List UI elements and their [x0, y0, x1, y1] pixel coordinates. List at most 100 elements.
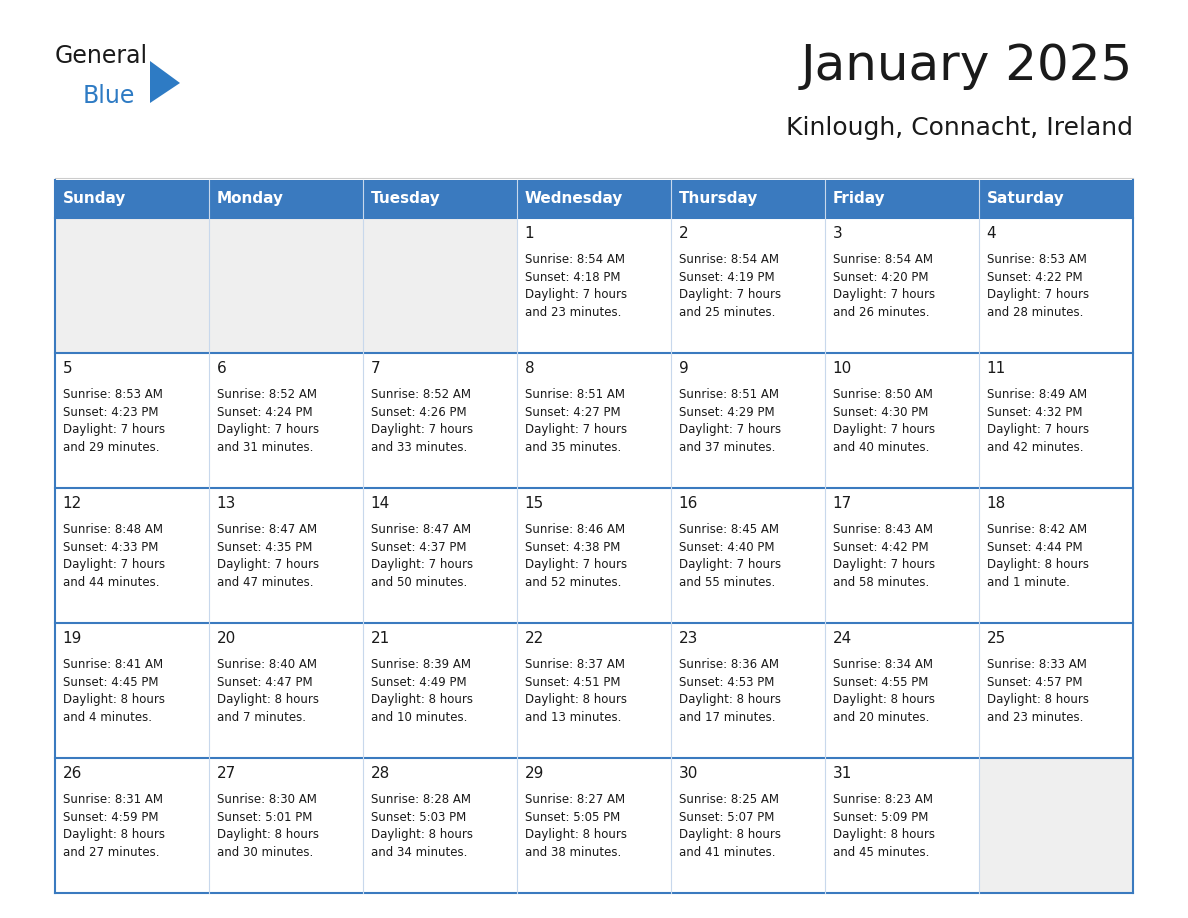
Text: 27: 27	[216, 767, 236, 781]
Text: Sunrise: 8:34 AM
Sunset: 4:55 PM
Daylight: 8 hours
and 20 minutes.: Sunrise: 8:34 AM Sunset: 4:55 PM Dayligh…	[833, 658, 935, 723]
Text: 23: 23	[678, 631, 699, 646]
Text: Sunrise: 8:53 AM
Sunset: 4:23 PM
Daylight: 7 hours
and 29 minutes.: Sunrise: 8:53 AM Sunset: 4:23 PM Dayligh…	[63, 388, 165, 453]
Text: 18: 18	[987, 496, 1006, 511]
Text: Friday: Friday	[833, 192, 885, 207]
Text: 5: 5	[63, 361, 72, 376]
Text: 29: 29	[525, 767, 544, 781]
Bar	[671, 488, 824, 623]
Text: Sunrise: 8:53 AM
Sunset: 4:22 PM
Daylight: 7 hours
and 28 minutes.: Sunrise: 8:53 AM Sunset: 4:22 PM Dayligh…	[987, 253, 1089, 319]
Text: Sunrise: 8:27 AM
Sunset: 5:05 PM
Daylight: 8 hours
and 38 minutes.: Sunrise: 8:27 AM Sunset: 5:05 PM Dayligh…	[525, 793, 627, 858]
Text: Sunrise: 8:39 AM
Sunset: 4:49 PM
Daylight: 8 hours
and 10 minutes.: Sunrise: 8:39 AM Sunset: 4:49 PM Dayligh…	[371, 658, 473, 723]
Text: 20: 20	[216, 631, 236, 646]
Bar	[979, 758, 1133, 893]
Bar	[517, 623, 671, 758]
Text: Sunrise: 8:37 AM
Sunset: 4:51 PM
Daylight: 8 hours
and 13 minutes.: Sunrise: 8:37 AM Sunset: 4:51 PM Dayligh…	[525, 658, 627, 723]
Bar	[209, 623, 364, 758]
Text: 8: 8	[525, 361, 535, 376]
Text: Wednesday: Wednesday	[525, 192, 623, 207]
Bar	[671, 353, 824, 488]
Text: Sunrise: 8:47 AM
Sunset: 4:37 PM
Daylight: 7 hours
and 50 minutes.: Sunrise: 8:47 AM Sunset: 4:37 PM Dayligh…	[371, 523, 473, 588]
Text: 10: 10	[833, 361, 852, 376]
Bar	[209, 488, 364, 623]
Text: 21: 21	[371, 631, 390, 646]
Bar	[671, 758, 824, 893]
Text: January 2025: January 2025	[801, 42, 1133, 90]
Bar	[55, 488, 209, 623]
Text: Sunrise: 8:54 AM
Sunset: 4:18 PM
Daylight: 7 hours
and 23 minutes.: Sunrise: 8:54 AM Sunset: 4:18 PM Dayligh…	[525, 253, 627, 319]
Bar	[824, 758, 979, 893]
Text: Blue: Blue	[83, 84, 135, 108]
Text: Sunrise: 8:54 AM
Sunset: 4:20 PM
Daylight: 7 hours
and 26 minutes.: Sunrise: 8:54 AM Sunset: 4:20 PM Dayligh…	[833, 253, 935, 319]
Bar	[671, 623, 824, 758]
Bar	[979, 218, 1133, 353]
Text: Tuesday: Tuesday	[371, 192, 441, 207]
Bar	[364, 488, 517, 623]
Text: Sunrise: 8:36 AM
Sunset: 4:53 PM
Daylight: 8 hours
and 17 minutes.: Sunrise: 8:36 AM Sunset: 4:53 PM Dayligh…	[678, 658, 781, 723]
Bar	[517, 488, 671, 623]
Text: 26: 26	[63, 767, 82, 781]
Text: 4: 4	[987, 226, 997, 241]
Bar	[979, 623, 1133, 758]
Bar	[979, 488, 1133, 623]
Bar	[55, 218, 209, 353]
Text: Sunrise: 8:40 AM
Sunset: 4:47 PM
Daylight: 8 hours
and 7 minutes.: Sunrise: 8:40 AM Sunset: 4:47 PM Dayligh…	[216, 658, 318, 723]
Bar	[209, 353, 364, 488]
Text: Sunrise: 8:41 AM
Sunset: 4:45 PM
Daylight: 8 hours
and 4 minutes.: Sunrise: 8:41 AM Sunset: 4:45 PM Dayligh…	[63, 658, 165, 723]
Bar	[55, 180, 1133, 218]
Bar	[517, 218, 671, 353]
Text: Sunrise: 8:48 AM
Sunset: 4:33 PM
Daylight: 7 hours
and 44 minutes.: Sunrise: 8:48 AM Sunset: 4:33 PM Dayligh…	[63, 523, 165, 588]
Text: Sunrise: 8:52 AM
Sunset: 4:24 PM
Daylight: 7 hours
and 31 minutes.: Sunrise: 8:52 AM Sunset: 4:24 PM Dayligh…	[216, 388, 318, 453]
Bar	[671, 218, 824, 353]
Text: 31: 31	[833, 767, 852, 781]
Text: Sunrise: 8:54 AM
Sunset: 4:19 PM
Daylight: 7 hours
and 25 minutes.: Sunrise: 8:54 AM Sunset: 4:19 PM Dayligh…	[678, 253, 781, 319]
Text: 3: 3	[833, 226, 842, 241]
Text: 9: 9	[678, 361, 689, 376]
Text: Sunrise: 8:50 AM
Sunset: 4:30 PM
Daylight: 7 hours
and 40 minutes.: Sunrise: 8:50 AM Sunset: 4:30 PM Dayligh…	[833, 388, 935, 453]
Bar	[364, 218, 517, 353]
Text: 12: 12	[63, 496, 82, 511]
Text: 16: 16	[678, 496, 699, 511]
Text: 1: 1	[525, 226, 535, 241]
Text: Sunrise: 8:46 AM
Sunset: 4:38 PM
Daylight: 7 hours
and 52 minutes.: Sunrise: 8:46 AM Sunset: 4:38 PM Dayligh…	[525, 523, 627, 588]
Bar	[209, 218, 364, 353]
Text: 17: 17	[833, 496, 852, 511]
Text: Sunrise: 8:33 AM
Sunset: 4:57 PM
Daylight: 8 hours
and 23 minutes.: Sunrise: 8:33 AM Sunset: 4:57 PM Dayligh…	[987, 658, 1088, 723]
Text: 22: 22	[525, 631, 544, 646]
Bar	[824, 623, 979, 758]
Bar	[364, 623, 517, 758]
Text: 11: 11	[987, 361, 1006, 376]
Polygon shape	[150, 61, 181, 103]
Text: Sunrise: 8:52 AM
Sunset: 4:26 PM
Daylight: 7 hours
and 33 minutes.: Sunrise: 8:52 AM Sunset: 4:26 PM Dayligh…	[371, 388, 473, 453]
Text: Sunrise: 8:49 AM
Sunset: 4:32 PM
Daylight: 7 hours
and 42 minutes.: Sunrise: 8:49 AM Sunset: 4:32 PM Dayligh…	[987, 388, 1089, 453]
Text: Sunrise: 8:25 AM
Sunset: 5:07 PM
Daylight: 8 hours
and 41 minutes.: Sunrise: 8:25 AM Sunset: 5:07 PM Dayligh…	[678, 793, 781, 858]
Text: 14: 14	[371, 496, 390, 511]
Text: Monday: Monday	[216, 192, 284, 207]
Text: Sunrise: 8:42 AM
Sunset: 4:44 PM
Daylight: 8 hours
and 1 minute.: Sunrise: 8:42 AM Sunset: 4:44 PM Dayligh…	[987, 523, 1088, 588]
Text: Thursday: Thursday	[678, 192, 758, 207]
Text: 15: 15	[525, 496, 544, 511]
Text: 2: 2	[678, 226, 688, 241]
Text: Sunrise: 8:23 AM
Sunset: 5:09 PM
Daylight: 8 hours
and 45 minutes.: Sunrise: 8:23 AM Sunset: 5:09 PM Dayligh…	[833, 793, 935, 858]
Text: General: General	[55, 44, 148, 68]
Bar	[55, 353, 209, 488]
Bar	[824, 218, 979, 353]
Bar	[55, 758, 209, 893]
Text: 25: 25	[987, 631, 1006, 646]
Bar	[364, 758, 517, 893]
Text: 7: 7	[371, 361, 380, 376]
Text: Kinlough, Connacht, Ireland: Kinlough, Connacht, Ireland	[786, 116, 1133, 140]
Bar	[824, 353, 979, 488]
Bar	[979, 353, 1133, 488]
Text: Sunrise: 8:45 AM
Sunset: 4:40 PM
Daylight: 7 hours
and 55 minutes.: Sunrise: 8:45 AM Sunset: 4:40 PM Dayligh…	[678, 523, 781, 588]
Text: 19: 19	[63, 631, 82, 646]
Bar	[517, 353, 671, 488]
Text: 30: 30	[678, 767, 699, 781]
Text: 24: 24	[833, 631, 852, 646]
Text: Saturday: Saturday	[987, 192, 1064, 207]
Bar	[824, 488, 979, 623]
Bar	[55, 623, 209, 758]
Text: 6: 6	[216, 361, 227, 376]
Text: Sunrise: 8:51 AM
Sunset: 4:27 PM
Daylight: 7 hours
and 35 minutes.: Sunrise: 8:51 AM Sunset: 4:27 PM Dayligh…	[525, 388, 627, 453]
Bar	[517, 758, 671, 893]
Text: Sunday: Sunday	[63, 192, 126, 207]
